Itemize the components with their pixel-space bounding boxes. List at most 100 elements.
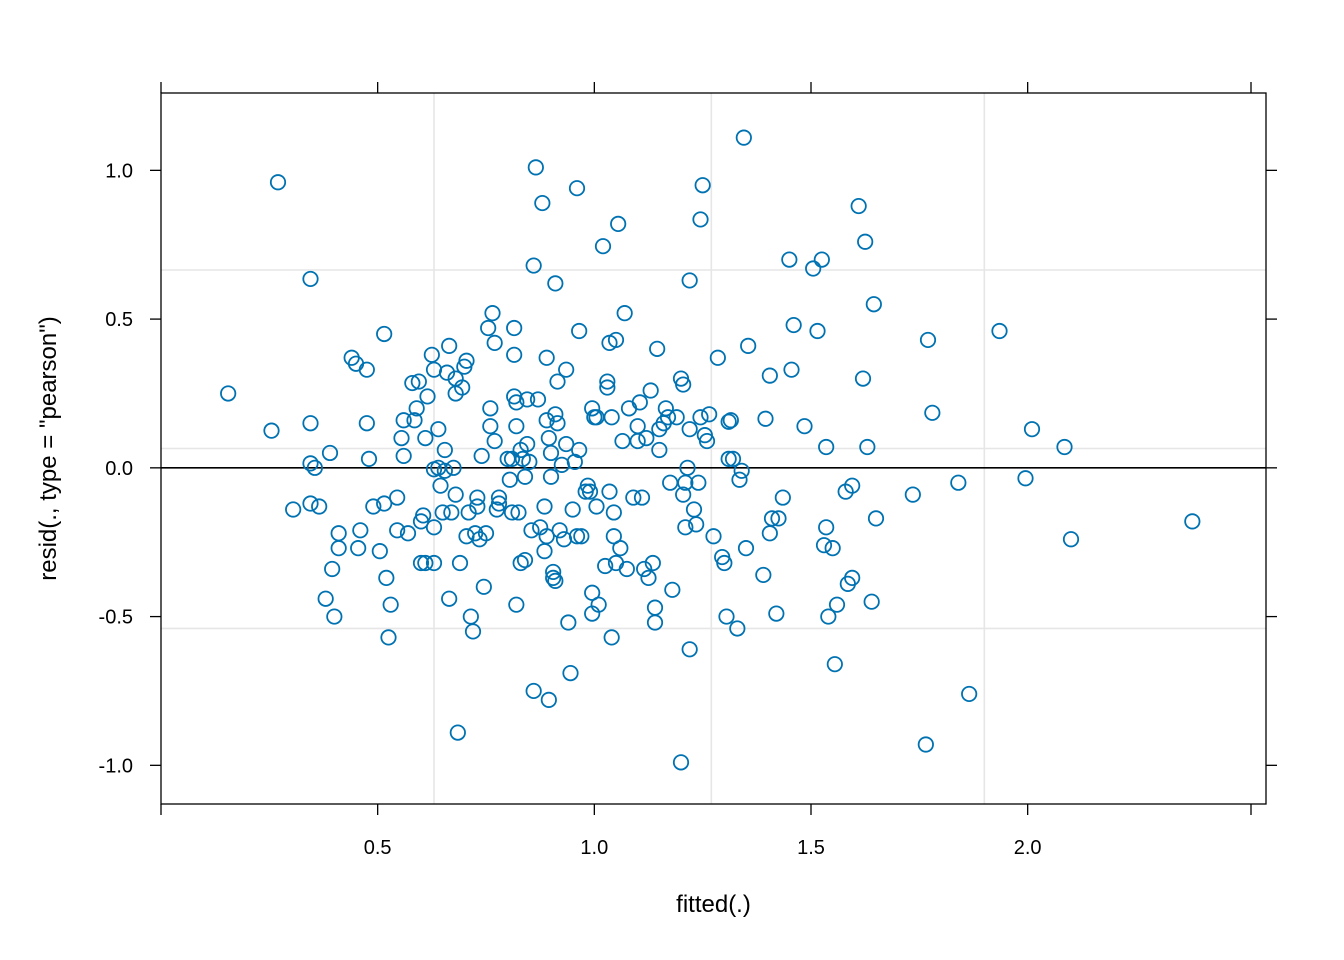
data-point (646, 599, 664, 616)
data-point (321, 444, 339, 462)
data-point (399, 525, 417, 542)
data-point (553, 456, 570, 473)
data-point (469, 489, 486, 506)
data-point (545, 563, 562, 581)
data-point (857, 233, 874, 250)
data-point (425, 519, 443, 536)
data-point (688, 516, 705, 533)
data-point (620, 400, 638, 417)
data-point (813, 251, 830, 268)
data-point (451, 554, 469, 572)
data-point (709, 349, 726, 366)
data-point (681, 641, 698, 658)
data-point (547, 572, 564, 589)
data-point (568, 180, 586, 197)
data-point (469, 498, 486, 515)
data-point (449, 724, 466, 741)
data-point (536, 543, 553, 560)
data-point (644, 554, 661, 572)
data-point (805, 260, 822, 277)
data-point (358, 415, 375, 432)
data-point (393, 429, 410, 447)
data-point (432, 477, 449, 494)
data-point (382, 596, 399, 613)
data-point (590, 596, 607, 613)
data-point (584, 400, 601, 417)
data-point (376, 495, 393, 512)
data-point (603, 409, 620, 426)
data-point (302, 455, 319, 472)
data-point (473, 447, 490, 465)
data-point (549, 373, 566, 390)
data-point (716, 554, 733, 572)
data-point (763, 510, 781, 527)
data-point (625, 489, 642, 506)
data-point (924, 404, 941, 421)
data-point (415, 507, 432, 524)
data-point (486, 334, 503, 351)
y-tick-label: 1.0 (105, 160, 133, 182)
data-point (542, 468, 560, 485)
data-point (443, 504, 460, 521)
data-point (326, 608, 343, 625)
data-point (358, 361, 375, 378)
data-point (698, 432, 716, 450)
data-point (317, 590, 334, 607)
data-point (768, 605, 785, 622)
data-point (1056, 438, 1073, 456)
data-point (568, 528, 586, 545)
data-point (737, 540, 755, 557)
data-point (475, 578, 492, 595)
data-point (506, 346, 523, 363)
x-tick-label: 0.5 (364, 837, 392, 859)
y-tick-labels: -1.0 -0.5 0.0 0.5 1.0 (99, 160, 133, 777)
data-point (638, 429, 655, 447)
data-point (501, 471, 518, 488)
data-point (824, 540, 841, 557)
data-point (636, 560, 653, 578)
data-point (904, 486, 921, 503)
data-point (1023, 421, 1041, 438)
data-point (454, 379, 471, 396)
data-point (720, 413, 737, 430)
data-point (441, 337, 458, 354)
data-point (525, 682, 542, 700)
data-point (547, 406, 564, 423)
data-point (770, 510, 787, 527)
data-point (679, 459, 696, 476)
data-point (755, 566, 772, 584)
data-point (549, 415, 566, 432)
data-point (740, 337, 757, 354)
data-point (441, 590, 458, 607)
data-point (850, 197, 867, 215)
data-point (263, 422, 280, 439)
data-point (480, 319, 497, 337)
data-point (220, 385, 237, 402)
data-point (562, 665, 579, 682)
data-point (540, 429, 557, 447)
data-point (330, 525, 347, 542)
data-point (389, 489, 406, 506)
data-point (685, 501, 703, 518)
data-point (599, 379, 616, 396)
data-point (796, 418, 813, 435)
data-point (818, 519, 835, 536)
data-point (538, 412, 555, 429)
data-point (395, 447, 412, 465)
data-point (826, 656, 843, 673)
data-point (423, 346, 440, 363)
data-point (614, 432, 631, 450)
data-point (285, 501, 302, 518)
data-point (844, 569, 861, 587)
data-point (729, 620, 746, 637)
data-point (324, 560, 341, 578)
data-point (564, 501, 581, 518)
data-point (376, 325, 393, 343)
data-point (818, 438, 835, 456)
data-point (360, 450, 378, 468)
data-point (462, 608, 479, 625)
data-point (646, 614, 664, 631)
data-points (220, 129, 1201, 771)
data-point (640, 569, 657, 587)
data-point (434, 504, 451, 521)
